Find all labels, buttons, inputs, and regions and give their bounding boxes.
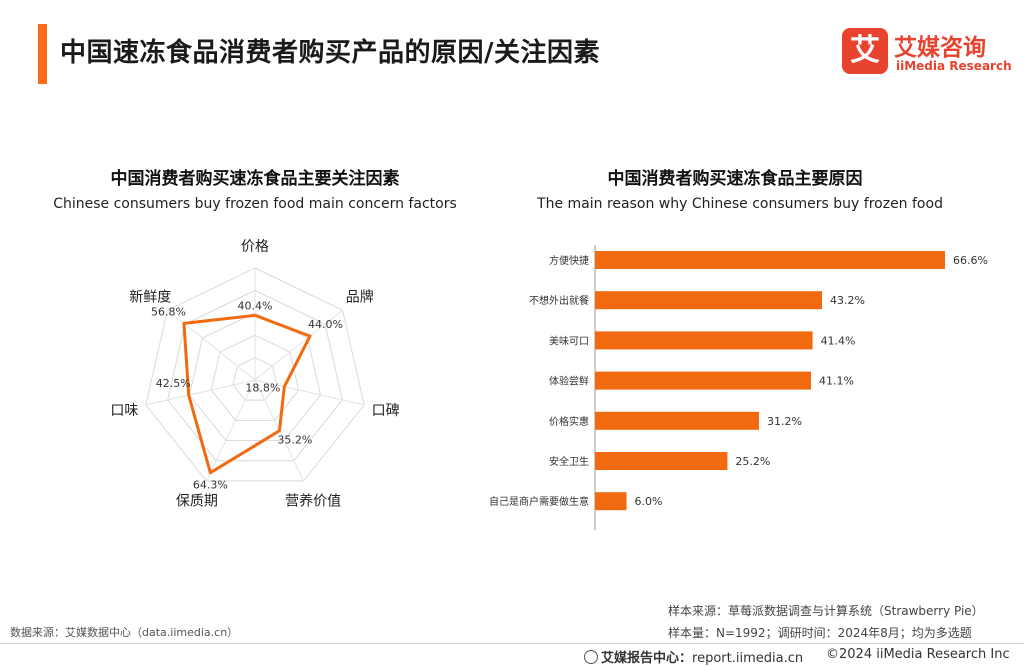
radar-spoke — [254, 309, 343, 381]
radar-axis-label: 品牌 — [346, 288, 374, 305]
bar — [595, 371, 811, 390]
iimedia-logo: 艾 艾媒咨询 iiMedia Research — [842, 28, 1012, 78]
radar-chart-title: 中国消费者购买速冻食品主要关注因素 — [110, 169, 400, 189]
radar-value-label: 40.4% — [238, 299, 273, 312]
bar-chart-title: 中国消费者购买速冻食品主要原因 — [607, 169, 863, 189]
radar-spoke — [205, 379, 256, 482]
radar-spoke — [167, 309, 256, 381]
bar — [595, 251, 945, 269]
radar-spoke — [145, 379, 256, 406]
bar-value-label: 43.2% — [830, 294, 865, 307]
bar — [595, 452, 728, 470]
radar-spoke — [254, 379, 365, 406]
radar-value-label: 44.0% — [308, 318, 343, 331]
bar-chart-subtitle: The main reason why Chinese consumers bu… — [537, 196, 943, 212]
bar — [595, 492, 627, 511]
bar-value-label: 6.0% — [635, 495, 663, 508]
page-title: 中国速冻食品消费者购买产品的原因/关注因素 — [60, 38, 600, 68]
bar — [595, 291, 823, 310]
bar-category-label: 不想外出就餐 — [529, 294, 589, 307]
logo-english-name: iiMedia Research — [896, 59, 1012, 73]
footer-report-center: 艾媒报告中心：report.iimedia.cn — [584, 647, 803, 666]
bar-category-label: 方便快捷 — [549, 254, 589, 267]
bar-value-label: 31.2% — [767, 415, 802, 428]
bar-category-label: 自己是商户需要做生意 — [489, 495, 589, 508]
radar-value-label: 18.8% — [245, 382, 280, 395]
bar-value-label: 66.6% — [953, 254, 988, 267]
bar-value-label: 41.4% — [821, 334, 856, 347]
report-center-icon — [584, 650, 598, 664]
radar-grid-ring — [232, 357, 278, 401]
radar-grid-ring — [167, 289, 343, 462]
radar-axis-label: 营养价值 — [285, 494, 341, 510]
radar-chart-subtitle: Chinese consumers buy frozen food main c… — [53, 196, 457, 212]
bar — [595, 331, 813, 350]
radar-value-label: 56.8% — [151, 305, 186, 318]
report-center-url[interactable]: report.iimedia.cn — [692, 651, 804, 666]
radar-grid-ring — [145, 267, 365, 482]
radar-value-label: 64.3% — [193, 479, 228, 492]
footer-divider — [0, 643, 1024, 644]
data-source-note: 数据来源：艾媒数据中心（data.iimedia.cn） — [10, 626, 239, 639]
bar-value-label: 25.2% — [735, 455, 770, 468]
radar-grid-ring — [188, 312, 322, 442]
bar-category-label: 价格实惠 — [549, 415, 589, 428]
bar-category-label: 体验尝鲜 — [549, 375, 589, 388]
radar-axis-label: 保质期 — [176, 494, 218, 510]
logo-mark: 艾 — [842, 28, 888, 74]
radar-axis-label: 新鲜度 — [129, 289, 171, 305]
bar-category-label: 美味可口 — [549, 334, 589, 347]
radar-series-line — [182, 313, 312, 475]
logo-chinese-name: 艾媒咨询 — [894, 35, 986, 61]
radar-value-label: 35.2% — [277, 434, 312, 447]
title-accent-bar — [38, 24, 47, 84]
bar-category-label: 安全卫生 — [549, 455, 589, 468]
bar-value-label: 41.1% — [819, 375, 854, 388]
radar-grid-ring — [210, 334, 300, 421]
radar-axis-label: 口味 — [110, 403, 138, 419]
bar-chart: 方便快捷 66.6% 不想外出就餐 43.2% 美味可口 41.4% 体验尝鲜 41.1% 价格… — [489, 245, 988, 530]
radar-axis-label: 价格 — [241, 239, 269, 255]
footer-copyright: ©2024 iiMedia Research Inc — [826, 647, 1010, 662]
sample-source-note: 样本来源：草莓派数据调查与计算系统（Strawberry Pie） — [668, 604, 984, 618]
sample-size-note: 样本量：N=1992；调研时间：2024年8月；均为多选题 — [668, 626, 972, 640]
radar-value-label: 42.5% — [156, 377, 191, 390]
radar-axis-label: 口碑 — [372, 403, 400, 419]
bar — [595, 411, 759, 430]
report-center-label: 艾媒报告中心： — [601, 651, 693, 666]
